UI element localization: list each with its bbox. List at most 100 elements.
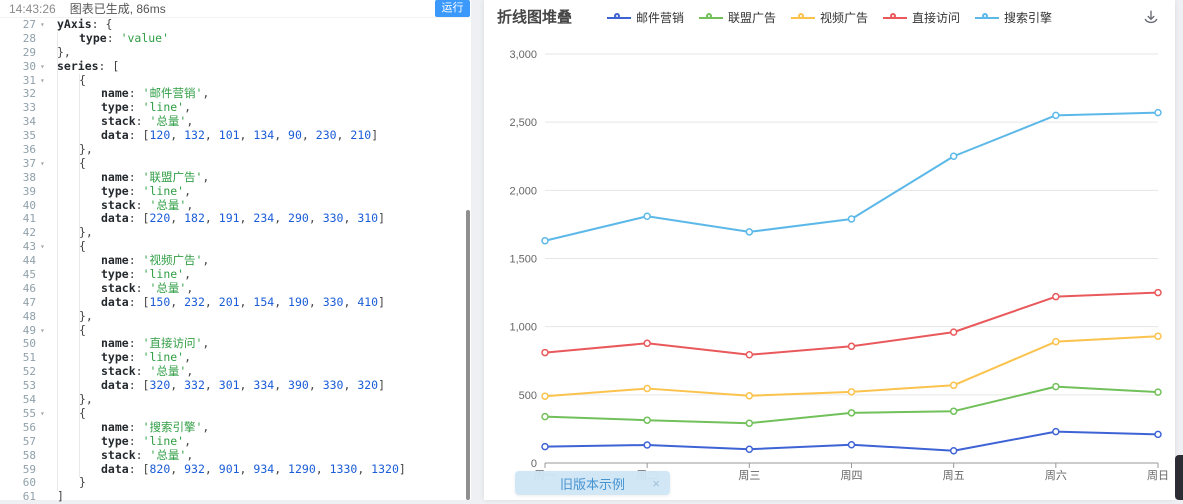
- x-axis-tick-label: 周五: [943, 469, 965, 482]
- legend-label: 视频广告: [819, 11, 868, 25]
- code-text: data: [120, 132, 101, 134, 90, 230, 210]: [101, 128, 379, 143]
- line-number: 53: [22, 379, 36, 393]
- code-line-33[interactable]: 33 type: 'line',: [0, 100, 471, 115]
- legend-item-搜索引擎[interactable]: 搜索引擎: [975, 9, 1052, 26]
- code-line-42[interactable]: 42},: [0, 225, 471, 240]
- code-text: ]: [57, 489, 64, 504]
- code-line-40[interactable]: 40 stack: '总量',: [0, 197, 471, 213]
- data-point-搜索引擎: [745, 228, 754, 236]
- code-text: },: [79, 392, 93, 407]
- floating-widget[interactable]: [1175, 455, 1183, 500]
- data-point-搜索引擎: [1154, 108, 1162, 117]
- code-line-51[interactable]: 51 type: 'line',: [0, 350, 471, 365]
- code-line-38[interactable]: 38 name: '联盟广告',: [0, 170, 471, 185]
- line-number: 49: [22, 323, 36, 337]
- data-point-搜索引擎: [847, 215, 856, 223]
- data-point-联盟广告: [745, 419, 754, 427]
- fold-arrow-icon[interactable]: ▾: [40, 325, 45, 335]
- code-line-61[interactable]: 61]: [0, 489, 471, 504]
- legend-label: 联盟广告: [727, 11, 776, 25]
- line-number: 32: [22, 87, 36, 101]
- line-number: 56: [22, 420, 36, 434]
- indent-guide: [57, 31, 58, 491]
- fold-arrow-icon[interactable]: ▾: [40, 408, 45, 418]
- code-line-57[interactable]: 57 type: 'line',: [0, 434, 471, 449]
- y-axis-tick-label: 3,000: [509, 49, 537, 61]
- code-editor[interactable]: 27 ▾ yAxis: {28 type: 'value' 29}, 30 ▾ series:…: [0, 17, 471, 503]
- code-line-30[interactable]: 30 ▾ series: [: [0, 59, 471, 74]
- code-line-41[interactable]: 41 data: [220, 182, 191, 234, 290, 330, 3…: [0, 212, 471, 226]
- code-text: data: [820, 932, 901, 934, 1290, 1330, 1…: [101, 461, 406, 476]
- code-line-36[interactable]: 36},: [0, 142, 471, 157]
- code-text: type: 'line',: [101, 350, 192, 365]
- legend-label: 邮件营销: [635, 11, 684, 25]
- code-line-50[interactable]: 50 name: '直接访问',: [0, 337, 471, 351]
- fold-arrow-icon[interactable]: ▾: [40, 242, 45, 252]
- old-version-link[interactable]: 旧版本示例: [559, 476, 625, 492]
- code-line-58[interactable]: 58 stack: '总量',: [0, 448, 471, 463]
- code-text: {: [79, 239, 86, 254]
- code-line-29[interactable]: 29},: [0, 45, 471, 60]
- legend-item-联盟广告[interactable]: 联盟广告: [698, 9, 776, 26]
- code-line-31[interactable]: 31 ▾ {: [0, 73, 471, 88]
- legend-item-邮件营销[interactable]: 邮件营销: [606, 9, 684, 26]
- code-line-46[interactable]: 46 stack: '总量',: [0, 281, 471, 296]
- line-number: 37: [22, 156, 36, 170]
- data-point-联盟广告: [541, 412, 549, 421]
- code-text: name: '邮件营销',: [101, 86, 210, 101]
- fold-arrow-icon[interactable]: ▾: [40, 61, 45, 71]
- code-line-47[interactable]: 47 data: [150, 232, 201, 154, 190, 330, 4…: [0, 295, 471, 310]
- code-line-56[interactable]: 56 name: '搜索引擎',: [0, 420, 471, 435]
- code-line-28[interactable]: 28 type: 'value': [0, 31, 471, 46]
- legend-item-直接访问[interactable]: 直接访问: [883, 9, 960, 26]
- data-point-联盟广告: [949, 407, 958, 415]
- fold-arrow-icon[interactable]: ▾: [40, 75, 45, 85]
- code-line-27[interactable]: 27 ▾ yAxis: {: [0, 17, 471, 32]
- code-line-45[interactable]: 45 type: 'line',: [0, 267, 471, 282]
- code-line-60[interactable]: 60}: [0, 475, 471, 490]
- x-axis-tick-label: 周三: [738, 469, 760, 482]
- code-line-44[interactable]: 44 name: '视频广告',: [0, 253, 471, 268]
- y-axis-tick-label: 1,500: [509, 254, 537, 266]
- data-point-视频广告: [643, 384, 651, 393]
- y-axis-tick-label: 2,500: [509, 117, 537, 129]
- editor-vertical-scrollbar-thumb[interactable]: [466, 210, 470, 500]
- code-line-49[interactable]: 49 ▾ {: [0, 323, 471, 338]
- line-number: 45: [22, 268, 36, 282]
- line-number: 47: [22, 295, 36, 309]
- line-number: 54: [22, 393, 36, 407]
- line-number: 58: [22, 448, 36, 462]
- data-point-直接访问: [949, 328, 958, 336]
- line-number: 61: [22, 490, 36, 504]
- old-version-notice: 旧版本示例 ×: [515, 471, 670, 495]
- data-point-邮件营销: [643, 441, 651, 449]
- data-point-视频广告: [1052, 337, 1060, 346]
- code-line-43[interactable]: 43 ▾ {: [0, 239, 471, 254]
- data-point-联盟广告: [643, 416, 651, 424]
- data-point-直接访问: [1154, 288, 1162, 297]
- data-point-联盟广告: [1052, 382, 1060, 391]
- run-button[interactable]: 运行: [435, 0, 470, 17]
- code-line-54[interactable]: 54},: [0, 392, 471, 407]
- code-text: yAxis: {: [57, 17, 113, 31]
- code-line-52[interactable]: 52 stack: '总量',: [0, 364, 471, 379]
- code-line-48[interactable]: 48},: [0, 309, 471, 324]
- line-number: 41: [22, 212, 36, 226]
- download-icon[interactable]: [1143, 9, 1159, 25]
- code-line-59[interactable]: 59 data: [820, 932, 901, 934, 1290, 1330,…: [0, 461, 471, 477]
- notice-close-icon[interactable]: ×: [652, 475, 660, 491]
- code-line-34[interactable]: 34 stack: '总量',: [0, 114, 471, 129]
- code-line-32[interactable]: 32 name: '邮件营销',: [0, 87, 471, 101]
- data-point-直接访问: [643, 339, 651, 348]
- code-line-37[interactable]: 37 ▾ {: [0, 156, 471, 171]
- fold-arrow-icon[interactable]: ▾: [40, 158, 45, 168]
- fold-arrow-icon[interactable]: ▾: [40, 20, 45, 29]
- code-text: data: [320, 332, 301, 334, 390, 330, 320…: [101, 378, 386, 393]
- code-line-39[interactable]: 39 type: 'line',: [0, 184, 471, 199]
- legend-item-视频广告[interactable]: 视频广告: [790, 9, 868, 26]
- code-text: stack: '总量',: [101, 197, 194, 212]
- code-line-35[interactable]: 35 data: [120, 132, 101, 134, 90, 230, 21…: [0, 128, 471, 143]
- line-number: 30: [22, 59, 36, 73]
- code-line-53[interactable]: 53 data: [320, 332, 301, 334, 390, 330, 3…: [0, 378, 471, 393]
- code-line-55[interactable]: 55 ▾ {: [0, 406, 471, 421]
